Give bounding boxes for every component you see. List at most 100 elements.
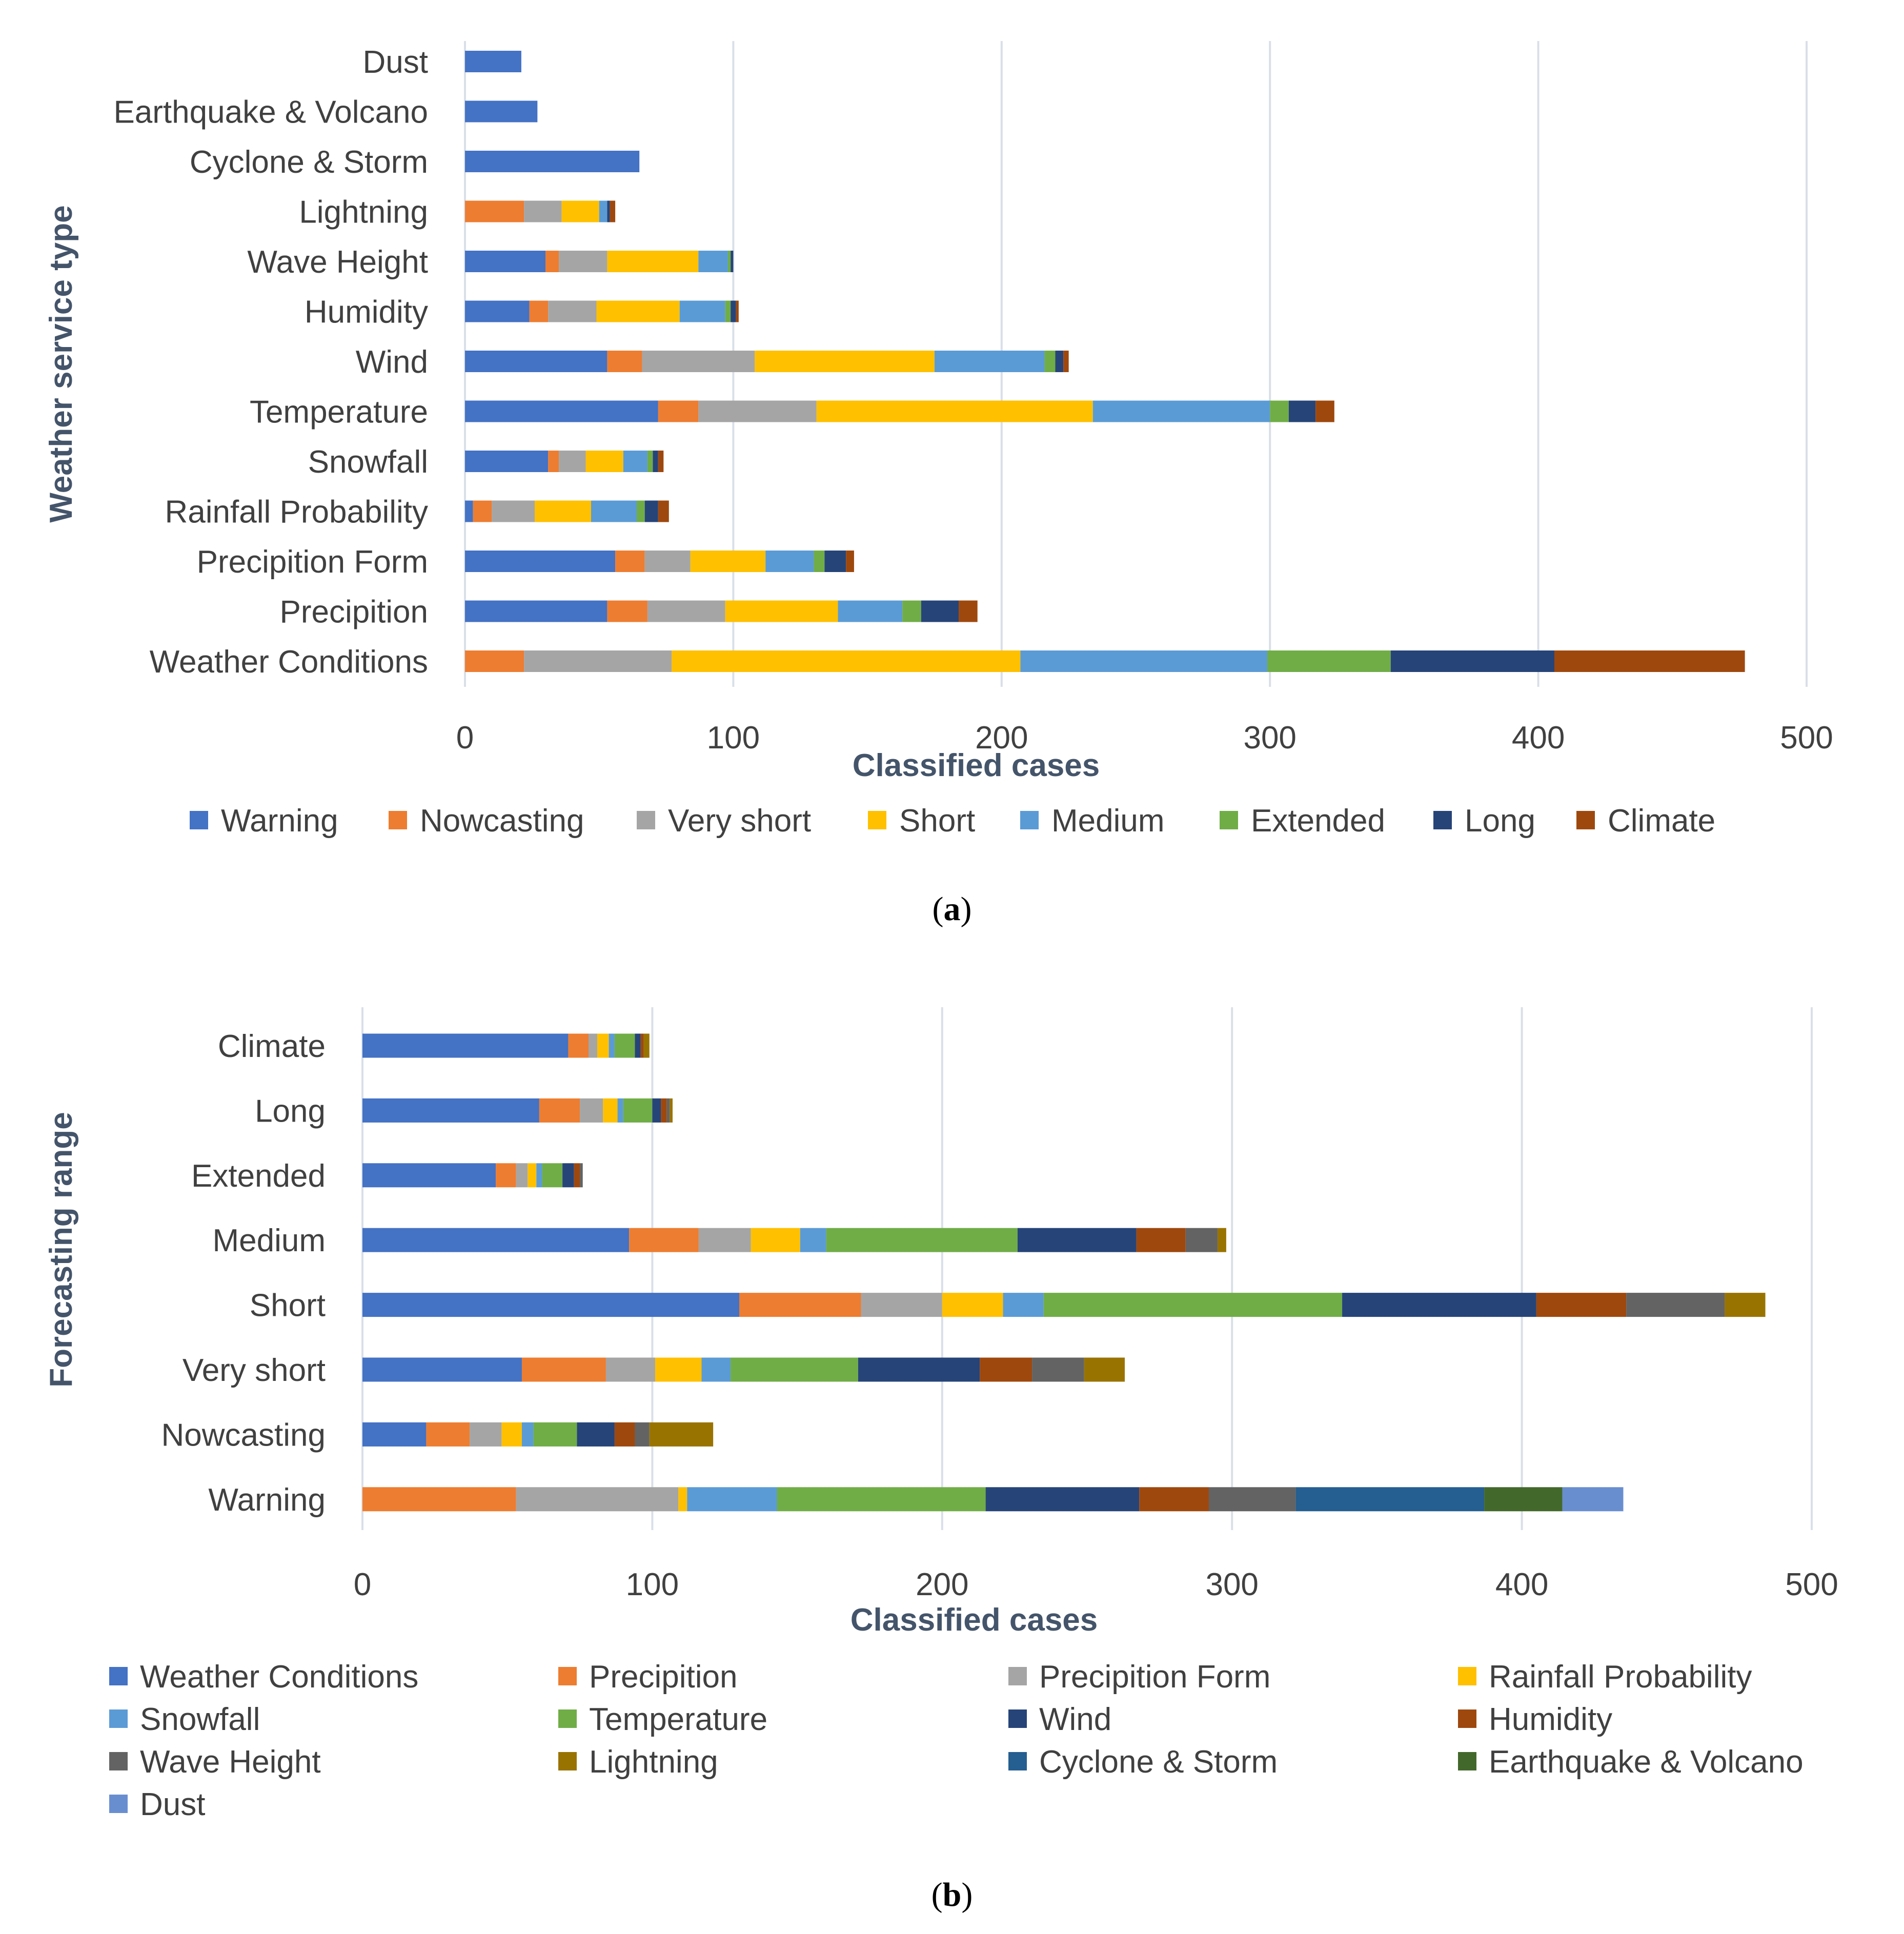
bar-snowfall-extended — [647, 451, 653, 472]
bar-dust-warning — [465, 51, 521, 72]
category-label-long: Long — [255, 1093, 326, 1129]
x-tick-label-100: 100 — [626, 1567, 679, 1602]
bar-long-humidity — [661, 1098, 667, 1123]
bar-climate-humidity — [640, 1033, 644, 1058]
bar-temperature-nowcasting — [658, 400, 699, 422]
category-label-short: Short — [250, 1288, 326, 1324]
bar-short-snowfall — [1003, 1293, 1044, 1317]
legend-swatch-lightning — [558, 1752, 577, 1770]
bar-nowcasting-precipition-form — [470, 1422, 502, 1447]
bar-wind-long — [1055, 351, 1064, 372]
bar-warning-dust — [1562, 1487, 1624, 1512]
bar-precipition-climate — [959, 600, 978, 622]
legend-swatch-nowcasting — [389, 811, 407, 829]
bar-precipition-form-climate — [846, 551, 854, 572]
category-label-weather-conditions: Weather Conditions — [150, 644, 428, 680]
chart-a-bars — [465, 51, 1745, 672]
category-label-nowcasting: Nowcasting — [161, 1417, 326, 1453]
bar-snowfall-medium — [623, 451, 647, 472]
bar-extended-precipition — [496, 1163, 516, 1188]
bar-snowfall-warning — [465, 451, 549, 472]
chart-a-x-axis-title: Classified cases — [853, 748, 1100, 783]
bar-warning-rainfall-probability — [678, 1487, 687, 1512]
chart-b-tick-labels: 0 100 200 300 400 500 — [354, 1567, 1838, 1602]
bar-nowcasting-weather-conditions — [362, 1422, 427, 1447]
legend-label-snowfall: Snowfall — [140, 1702, 260, 1737]
category-label-precipition-form: Precipition Form — [197, 544, 428, 580]
bar-weather-conditions-nowcasting — [465, 650, 524, 672]
bar-humidity-long — [731, 300, 736, 322]
bar-medium-wave-height — [1185, 1228, 1218, 1252]
bar-climate-precipition-form — [589, 1033, 597, 1058]
bar-long-snowfall — [617, 1098, 623, 1123]
bar-warning-snowfall — [687, 1487, 777, 1512]
bar-nowcasting-temperature — [533, 1422, 577, 1447]
bar-snowfall-short — [585, 451, 623, 472]
bar-medium-weather-conditions — [362, 1228, 630, 1252]
legend-label-short: Short — [899, 803, 975, 839]
bar-temperature-very-short — [698, 400, 817, 422]
bar-warning-precipition-form — [516, 1487, 679, 1512]
bar-medium-lightning — [1217, 1228, 1226, 1252]
legend-swatch-earthquake-volcano — [1458, 1752, 1476, 1770]
bar-weather-conditions-very-short — [524, 650, 672, 672]
chart-b-legend: Weather Conditions Precipition Precipition… — [109, 1659, 1804, 1822]
bar-humidity-warning — [465, 300, 530, 322]
bar-precipition-short — [725, 600, 838, 622]
bar-weather-conditions-long — [1390, 650, 1555, 672]
legend-swatch-precipition — [558, 1667, 577, 1685]
bar-warning-wave-height — [1208, 1487, 1296, 1512]
bar-extended-snowfall — [536, 1163, 542, 1188]
bar-wave-height-very-short — [559, 251, 607, 272]
bar-precipition-very-short — [647, 600, 725, 622]
bar-warning-wind — [985, 1487, 1140, 1512]
bar-rainfall-probability-warning — [465, 500, 473, 522]
legend-swatch-very-short — [637, 811, 655, 829]
bar-long-rainfall-probability — [603, 1098, 618, 1123]
bar-wave-height-warning — [465, 251, 546, 272]
legend-swatch-dust — [109, 1795, 128, 1813]
bar-long-precipition-form — [580, 1098, 603, 1123]
bar-precipition-form-short — [690, 551, 766, 572]
legend-label-wind: Wind — [1039, 1702, 1111, 1737]
x-tick-label-300: 300 — [1243, 720, 1296, 756]
bar-long-wind — [652, 1098, 661, 1123]
legend-swatch-medium — [1020, 811, 1039, 829]
legend-label-precipition-form: Precipition Form — [1039, 1659, 1270, 1695]
bar-rainfall-probability-short — [535, 500, 591, 522]
bar-precipition-extended — [902, 600, 921, 622]
x-tick-label-200: 200 — [916, 1567, 968, 1602]
chart-b-y-axis-title: Forecasting range — [44, 1112, 79, 1387]
category-label-medium: Medium — [212, 1223, 326, 1258]
bar-temperature-short — [816, 400, 1093, 422]
bar-precipition-form-extended — [814, 551, 825, 572]
legend-swatch-temperature — [558, 1709, 577, 1728]
x-tick-label-300: 300 — [1205, 1567, 1258, 1602]
bar-snowfall-nowcasting — [548, 451, 559, 472]
bar-short-precipition-form — [861, 1293, 942, 1317]
legend-label-lightning: Lightning — [589, 1744, 718, 1780]
bar-wind-very-short — [642, 351, 755, 372]
bar-very-short-temperature — [731, 1357, 858, 1382]
bar-lightning-climate — [610, 200, 616, 222]
bar-rainfall-probability-nowcasting — [473, 500, 492, 522]
bar-wave-height-short — [607, 251, 699, 272]
bar-climate-temperature — [614, 1033, 635, 1058]
category-label-extended: Extended — [191, 1158, 326, 1194]
category-label-cyclone-storm: Cyclone & Storm — [190, 145, 428, 180]
bar-long-precipition — [539, 1098, 580, 1123]
bar-snowfall-long — [653, 451, 658, 472]
bar-nowcasting-rainfall-probability — [501, 1422, 522, 1447]
bar-humidity-very-short — [548, 300, 597, 322]
bar-extended-humidity — [574, 1163, 580, 1188]
bar-very-short-rainfall-probability — [655, 1357, 702, 1382]
bar-wind-warning — [465, 351, 607, 372]
bar-temperature-extended — [1270, 400, 1289, 422]
x-tick-label-400: 400 — [1495, 1567, 1548, 1602]
bar-snowfall-climate — [658, 451, 664, 472]
category-label-temperature: Temperature — [250, 395, 428, 430]
bar-medium-precipition — [629, 1228, 699, 1252]
